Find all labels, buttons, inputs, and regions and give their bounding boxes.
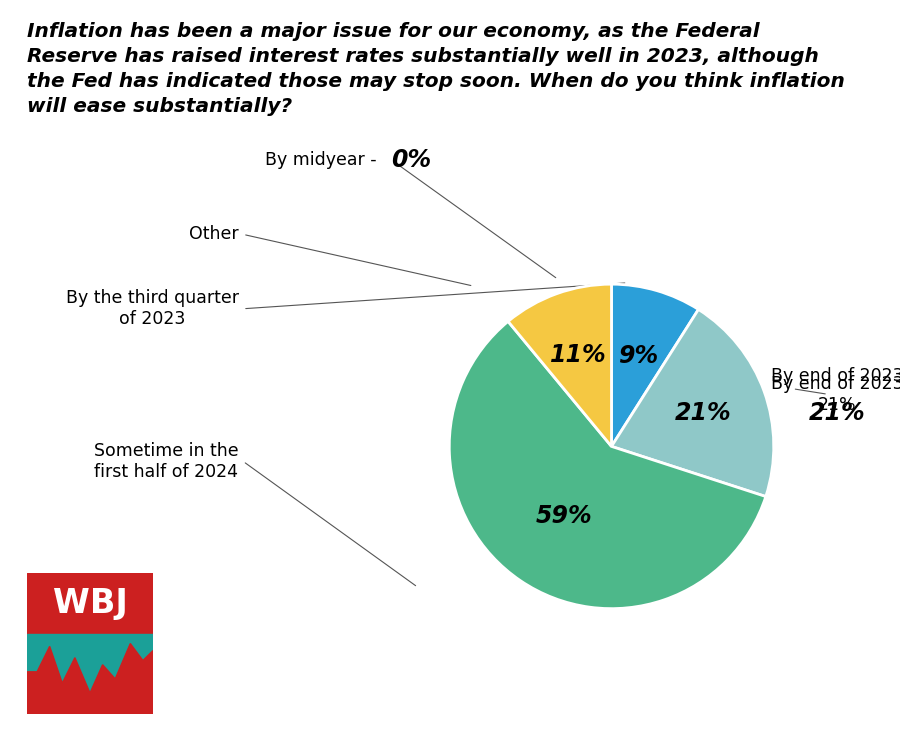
Bar [27, 573, 153, 634]
Wedge shape [611, 310, 774, 496]
Polygon shape [27, 644, 153, 714]
Wedge shape [611, 284, 698, 446]
Text: 21%: 21% [809, 401, 865, 425]
Wedge shape [508, 284, 611, 446]
Wedge shape [449, 321, 766, 609]
Bar [27, 634, 153, 714]
Text: By end of 2023
21%: By end of 2023 21% [770, 375, 900, 414]
Text: Inflation has been a major issue for our economy, as the Federal
Reserve has rai: Inflation has been a major issue for our… [27, 22, 845, 116]
Text: By midyear -: By midyear - [266, 151, 382, 169]
Text: By the third quarter
of 2023: By the third quarter of 2023 [66, 289, 238, 328]
Text: By end of 2023: By end of 2023 [770, 367, 900, 385]
Text: 59%: 59% [536, 504, 592, 528]
Text: 0%: 0% [392, 148, 432, 172]
Text: 11%: 11% [550, 343, 607, 367]
Text: WBJ: WBJ [52, 587, 128, 620]
Text: Other: Other [189, 225, 239, 243]
Text: Sometime in the
first half of 2024: Sometime in the first half of 2024 [94, 442, 239, 481]
Text: 9%: 9% [617, 344, 658, 368]
Text: 21%: 21% [675, 402, 732, 426]
